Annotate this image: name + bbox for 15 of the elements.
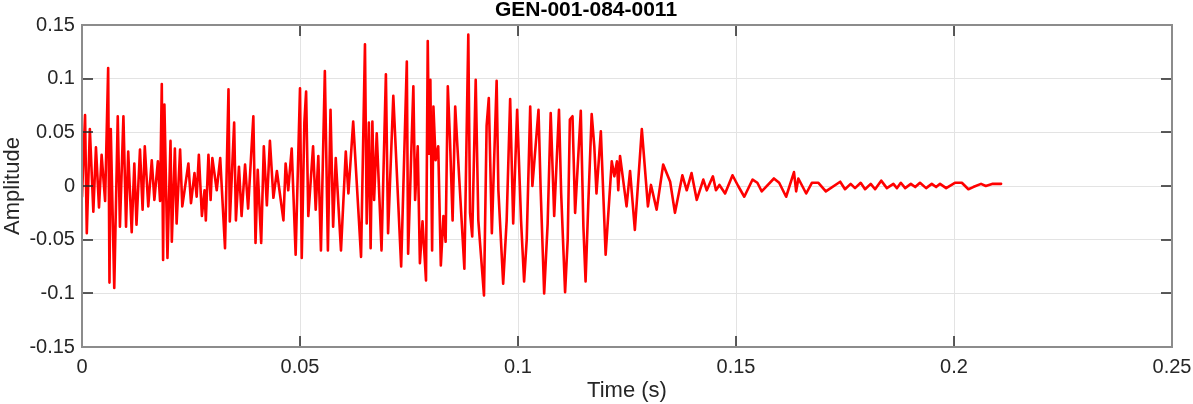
x-axis-title: Time (s) — [587, 376, 667, 402]
chart-title: GEN-001-084-0011 — [494, 0, 678, 21]
y-tick-label: -0.1 — [40, 280, 75, 303]
x-tick-label: 0.25 — [1152, 354, 1192, 377]
y-tick-label: -0.15 — [29, 334, 75, 357]
y-tick-label: -0.05 — [29, 227, 75, 250]
y-tick-label: 0.15 — [36, 12, 75, 35]
y-tick-label: 0.1 — [47, 66, 75, 89]
x-tick-label: 0.2 — [940, 354, 968, 377]
y-tick-label: 0 — [63, 173, 75, 196]
x-tick-label: 0.15 — [716, 354, 756, 377]
x-tick-label: 0.05 — [280, 354, 320, 377]
y-axis-title: Amplitude — [0, 137, 25, 235]
y-tick-label: 0.05 — [36, 119, 75, 142]
x-tick-label: 0.1 — [504, 354, 532, 377]
